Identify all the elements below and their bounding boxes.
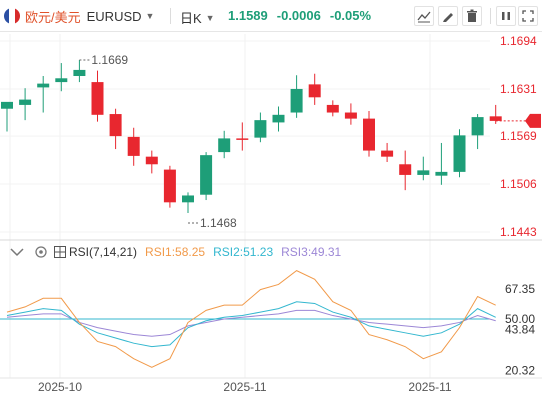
delete-button[interactable] xyxy=(462,6,482,26)
top-toolbar: 欧元/美元 EURUSD ▼ 日K ▼ 1.1589 -0.0006 -0.05… xyxy=(0,0,542,32)
last-price: 1.1589 xyxy=(228,8,268,23)
symbol-name: 欧元/美元 xyxy=(25,9,81,25)
candle-body xyxy=(19,99,32,105)
price-change-percent: -0.05% xyxy=(329,8,372,23)
indicator-grid-icon[interactable] xyxy=(54,246,66,258)
symbol-selector[interactable]: 欧元/美元 EURUSD ▼ xyxy=(4,8,155,25)
indicator-header: RSI(7,14,21) RSI1:58.25 RSI2:51.23 RSI3:… xyxy=(10,245,341,259)
chevron-down-icon: ▼ xyxy=(205,12,215,23)
time-axis-label: 2025-11 xyxy=(408,380,451,394)
trash-icon xyxy=(467,9,477,22)
candle-body xyxy=(182,195,194,203)
eu-flag-icon xyxy=(4,8,20,24)
price-axis-label: 1.1506 xyxy=(500,177,537,191)
indicator-name[interactable]: RSI(7,14,21) xyxy=(69,245,138,259)
chart-line-icon xyxy=(417,11,431,23)
timeframe-label: 日K xyxy=(180,11,202,26)
pause-icon xyxy=(502,12,510,20)
time-axis-label: 2025-10 xyxy=(38,380,82,394)
candle-body xyxy=(236,138,249,140)
fullscreen-icon xyxy=(522,10,534,22)
candle-body xyxy=(163,169,176,203)
price-axis-label: 1.1443 xyxy=(500,225,537,239)
candle-body xyxy=(1,101,13,109)
candle-body xyxy=(127,136,140,156)
candle-body xyxy=(55,78,68,83)
fullscreen-button[interactable] xyxy=(518,6,538,26)
low-label: 1.1468 xyxy=(200,216,237,230)
chevron-down-icon: ▼ xyxy=(145,11,155,21)
rsi-axis-label: 43.84 xyxy=(505,323,535,337)
candle-body xyxy=(73,69,86,77)
price-change: -0.0006 xyxy=(276,8,321,23)
rsi2-line xyxy=(6,301,496,348)
candle-body xyxy=(363,118,375,151)
hide-indicator-icon[interactable] xyxy=(10,246,24,258)
candle-body xyxy=(344,112,357,119)
price-axis-label: 1.1631 xyxy=(500,82,537,96)
rsi-axis-label: 20.32 xyxy=(505,363,535,377)
symbol-code: EURUSD xyxy=(86,8,142,24)
extreme-annotations: 1.1669 1.1468 xyxy=(79,53,237,230)
draw-button[interactable] xyxy=(438,6,458,26)
candle-body xyxy=(417,170,430,175)
draw-pen-icon xyxy=(443,13,453,22)
rsi3-line xyxy=(6,309,496,337)
rsi-axis-label: 67.35 xyxy=(505,282,535,296)
candle-body xyxy=(91,82,104,115)
divider xyxy=(170,8,171,24)
candle-body xyxy=(453,135,466,172)
candle-body xyxy=(381,150,394,157)
candle-body xyxy=(489,116,502,121)
rsi1-line xyxy=(6,270,496,368)
chart-line-button[interactable] xyxy=(414,6,434,26)
candle-body xyxy=(218,138,231,153)
candle-body xyxy=(272,114,285,123)
candle-body xyxy=(109,114,122,137)
candle-body xyxy=(37,83,50,88)
timeframe-selector[interactable]: 日K ▼ xyxy=(180,8,215,27)
candle-body xyxy=(254,120,267,138)
candle-body xyxy=(290,88,303,113)
rsi1-value: RSI1:58.25 xyxy=(145,245,206,259)
pause-button[interactable] xyxy=(496,6,516,26)
candle-body xyxy=(399,164,412,175)
gear-icon[interactable] xyxy=(34,245,48,259)
candle-body xyxy=(200,155,213,195)
current-price-tag xyxy=(525,113,541,128)
candle-body xyxy=(145,156,158,165)
price-axis-label: 1.1694 xyxy=(500,34,537,48)
rsi3-value: RSI3:49.31 xyxy=(281,245,342,259)
chart-grid xyxy=(0,34,490,378)
rsi2-value: RSI2:51.23 xyxy=(213,245,274,259)
divider xyxy=(490,8,491,24)
time-axis-label: 2025-11 xyxy=(223,380,266,394)
price-axis: 1.1694 1.1631 1.1569 1.1506 1.1443 xyxy=(495,34,541,239)
candlesticks xyxy=(1,60,502,213)
candle-body xyxy=(326,104,339,113)
candle-body xyxy=(308,84,321,98)
quote-display: 1.1589 -0.0006 -0.05% xyxy=(228,8,371,23)
candle-body xyxy=(435,171,448,176)
rsi-axis-label: 50.00 xyxy=(505,312,535,326)
candle-body xyxy=(471,117,484,136)
time-axis: 2025-10 2025-11 2025-11 xyxy=(0,377,542,394)
high-label: 1.1669 xyxy=(91,53,128,67)
price-axis-label: 1.1569 xyxy=(500,129,537,143)
